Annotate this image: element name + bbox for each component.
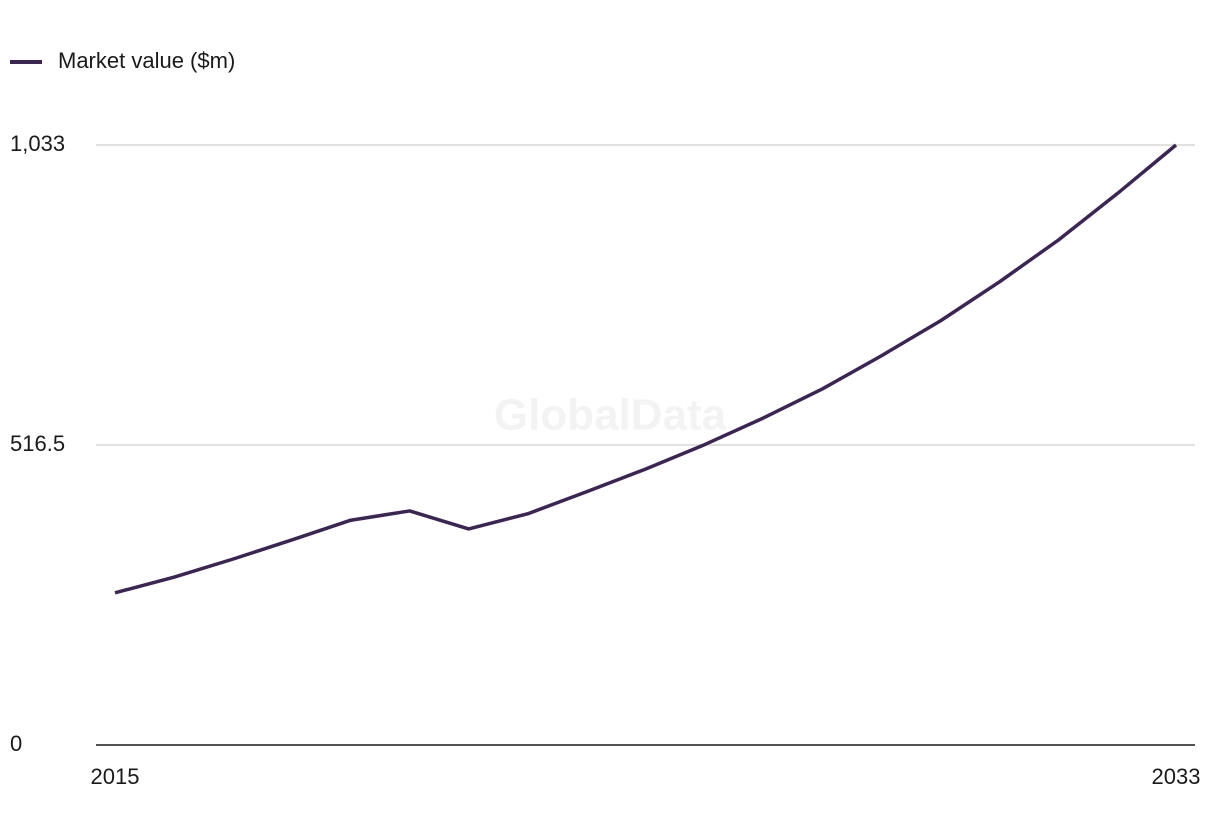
legend-label: Market value ($m): [58, 48, 235, 73]
watermark: GlobalData: [494, 391, 727, 440]
y-tick-label: 0: [10, 731, 22, 756]
y-tick-label: 1,033: [10, 131, 65, 156]
x-tick-label: 2033: [1152, 764, 1201, 789]
line: [114, 143, 1178, 595]
y-tick-label: 516.5: [10, 431, 65, 456]
x-tick-label: 2015: [91, 764, 140, 789]
